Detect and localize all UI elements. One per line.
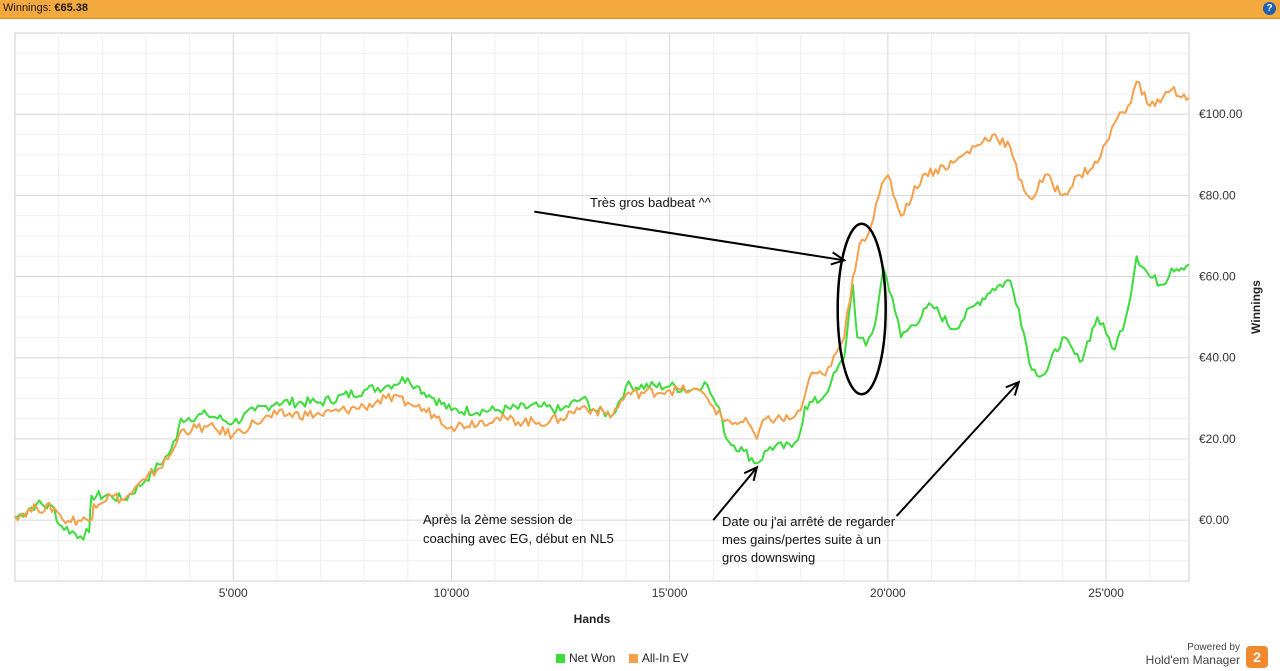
legend-all-in-ev-label: All-In EV [641, 651, 689, 665]
winnings-value: €65.38 [54, 2, 89, 14]
chart-legend: Net Won All-In EV [556, 651, 699, 665]
y-tick-label: €20.00 [1199, 432, 1236, 446]
annotation-coaching-line: Après la 2ème session de [423, 512, 573, 527]
winnings-label: Winnings: [3, 2, 52, 14]
y-tick-label: €60.00 [1199, 270, 1236, 284]
x-axis-label: Hands [574, 612, 611, 626]
holdem-manager-logo-icon: 2 [1246, 646, 1268, 668]
legend-net-won-swatch [556, 654, 565, 663]
annotation-coaching-line: coaching avec EG, début en NL5 [423, 531, 614, 546]
annotation-arrow-head [830, 251, 847, 266]
legend-net-won-label: Net Won [569, 651, 616, 665]
powered-by: Powered by [1187, 642, 1240, 653]
winnings-chart: €0.00 €20.00 €40.00 €60.00 €80.00 €100.00 5'00… [14, 32, 1263, 626]
x-tick-label: 15'000 [652, 586, 688, 600]
plot-frame [14, 32, 1190, 582]
help-icon[interactable]: ? [1263, 2, 1276, 15]
series-line-all-in-ev [14, 80, 1190, 526]
x-tick-label: 5'000 [219, 586, 248, 600]
annotation-badbeat: Très gros badbeat ^^ [590, 195, 712, 210]
brand-block: Powered by Hold'em Manager [1146, 642, 1240, 667]
legend-all-in-ev[interactable]: All-In EV [628, 651, 689, 665]
badbeat-ellipse [836, 222, 887, 396]
y-tick-label: €100.00 [1199, 107, 1243, 121]
x-tick-label: 25'000 [1088, 586, 1124, 600]
annotation-date-line: mes gains/pertes suite à un [722, 532, 881, 547]
annotation-arrow-line [712, 466, 758, 521]
annotation-date-line: gros downswing [722, 550, 815, 565]
y-axis-label: Winnings [1249, 280, 1263, 334]
annotation-arrow-line [534, 210, 845, 262]
header-bar: Winnings: €65.38 ? [0, 0, 1280, 19]
brand-name: Hold'em Manager [1145, 653, 1240, 667]
annotation-arrow-head [1005, 380, 1021, 396]
y-tick-label: €0.00 [1199, 513, 1229, 527]
annotation-date-line: Date ou j'ai arrêté de regarder [722, 514, 896, 529]
legend-all-in-ev-swatch [628, 654, 638, 663]
winnings-summary: Winnings: €65.38 [3, 2, 88, 14]
x-tick-label: 20'000 [870, 586, 906, 600]
annotation-arrow-head [743, 465, 759, 482]
y-tick-label: €40.00 [1199, 351, 1236, 365]
y-tick-label: €80.00 [1199, 188, 1236, 202]
annotation-arrow-line [895, 381, 1020, 517]
legend-net-won[interactable]: Net Won [556, 651, 615, 665]
x-tick-label: 10'000 [434, 586, 470, 600]
